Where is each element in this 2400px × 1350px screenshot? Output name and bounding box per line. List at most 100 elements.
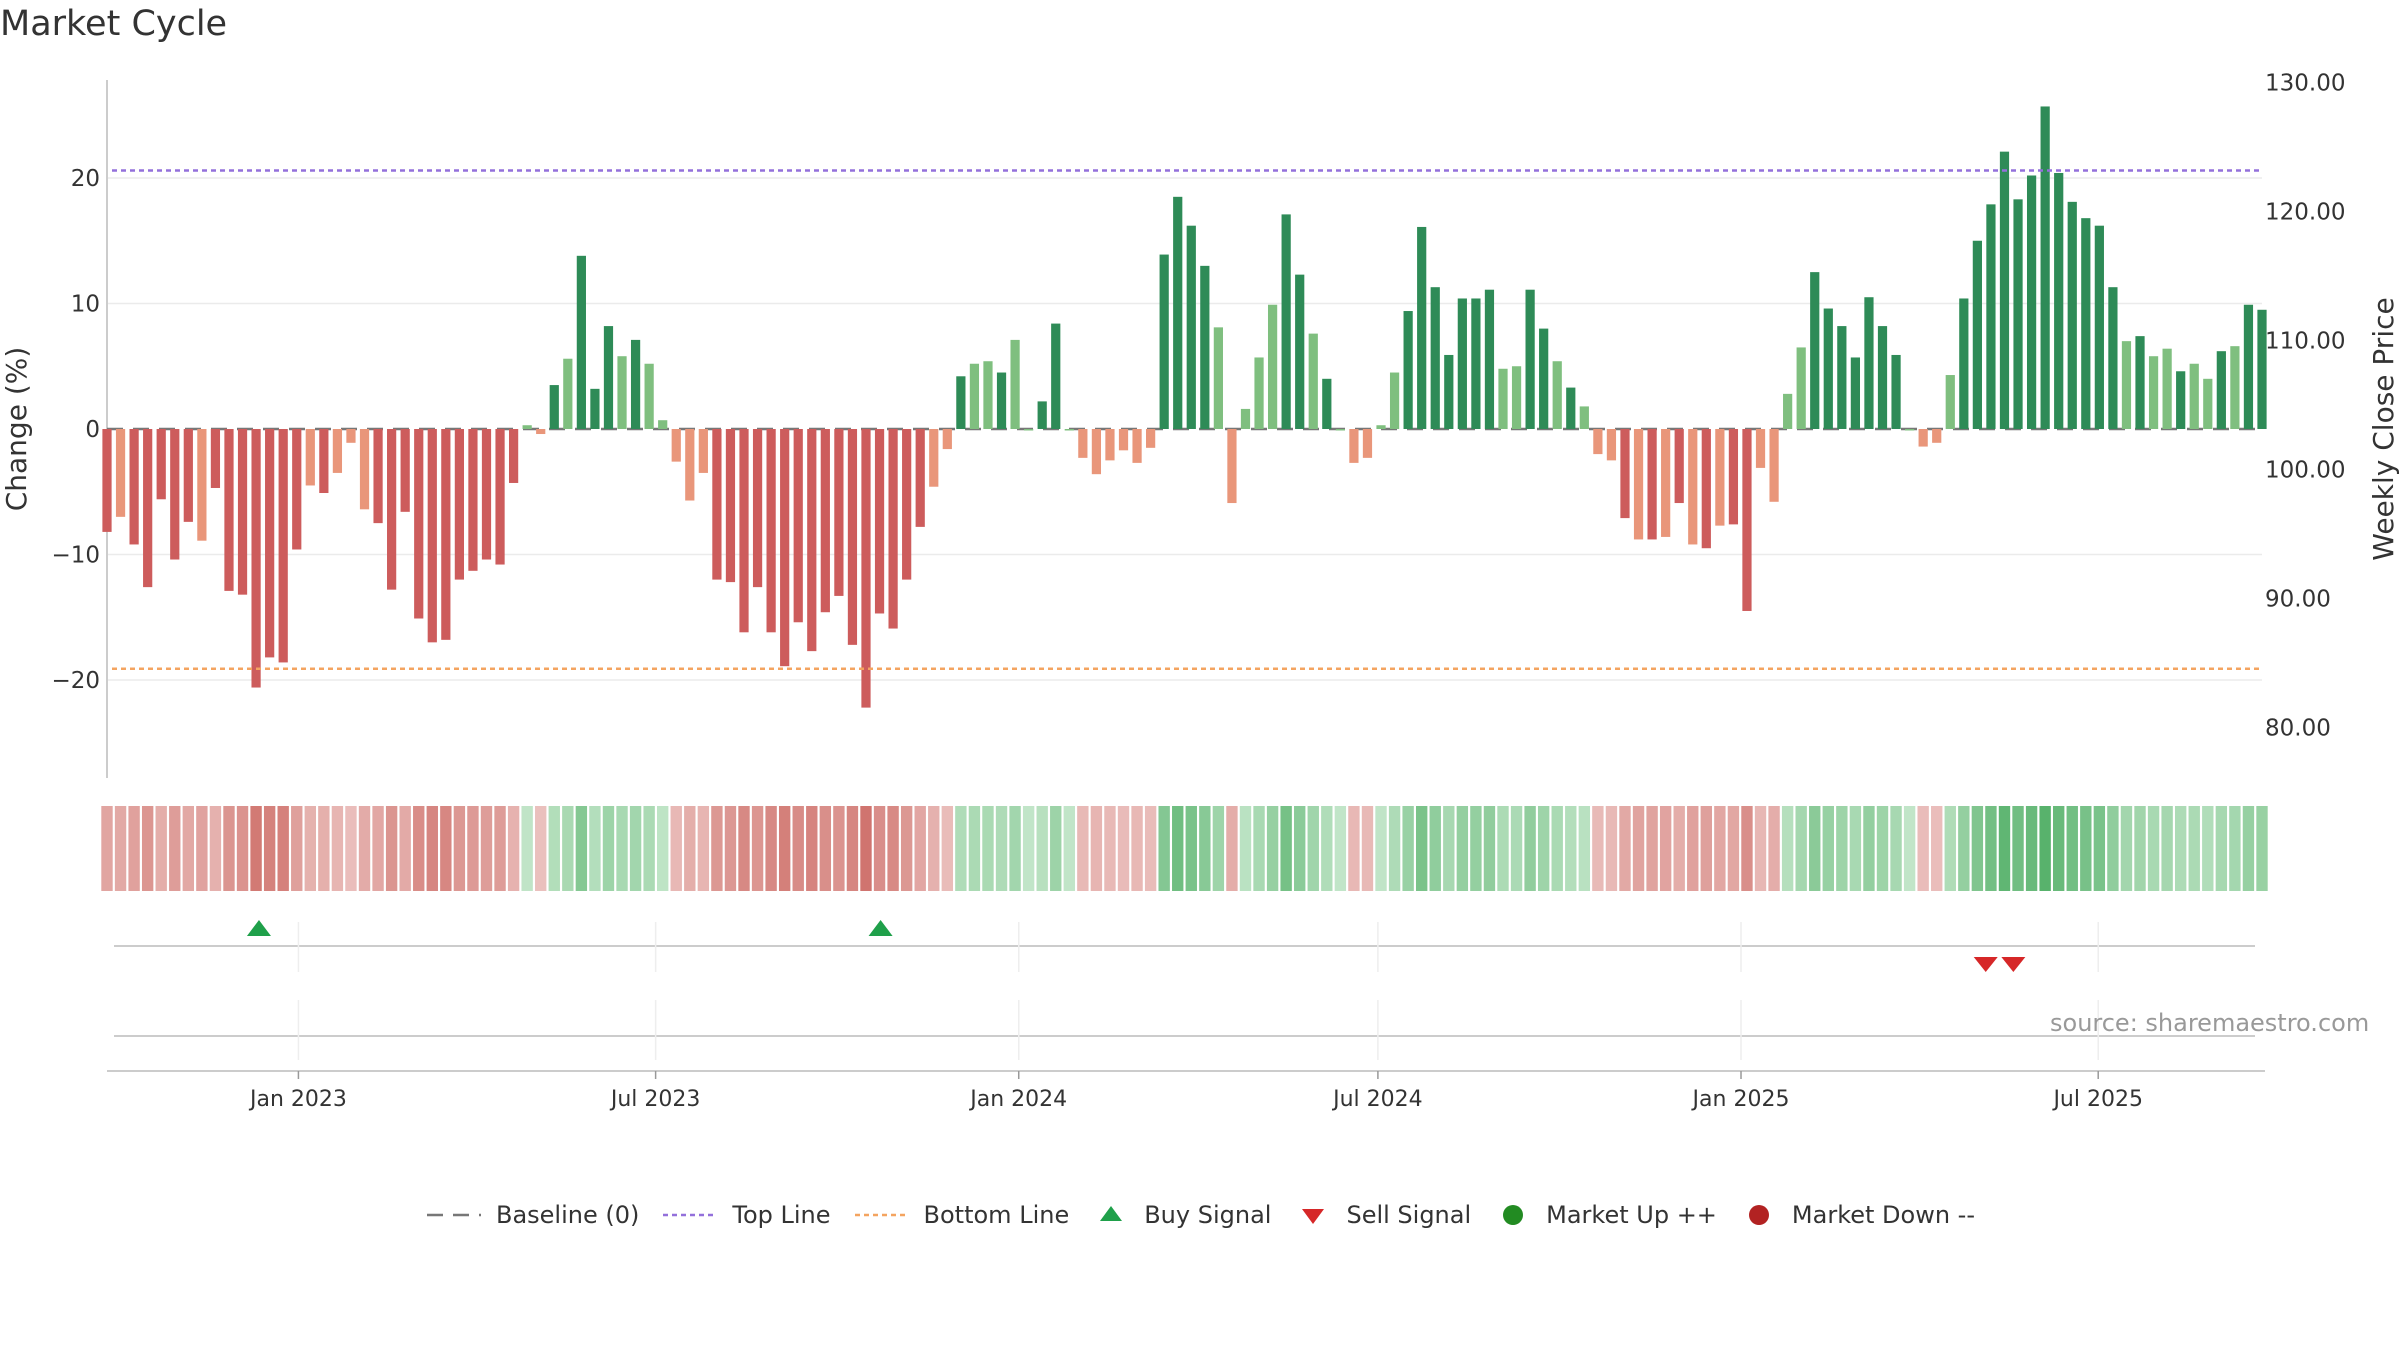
heat-cell <box>2025 806 2038 891</box>
y-tick-label-right: 110.00 <box>2265 329 2345 355</box>
bar <box>1932 429 1942 443</box>
bar <box>915 429 925 527</box>
bar <box>427 429 437 643</box>
heat-cell <box>1321 806 1333 891</box>
heat-cell <box>277 806 289 891</box>
bar <box>224 429 234 591</box>
bar <box>658 420 668 429</box>
heat-cell <box>521 806 533 891</box>
y-tick-label-left: −20 <box>51 668 100 694</box>
bar <box>996 372 1007 429</box>
heat-cell <box>467 806 479 891</box>
bar <box>414 429 424 619</box>
bar <box>1674 429 1684 504</box>
legend-label-top-line: Top Line <box>732 1201 831 1229</box>
bar <box>1647 429 1657 540</box>
bar <box>861 429 871 708</box>
bar <box>956 376 966 429</box>
heat-cell <box>1673 806 1685 891</box>
bar <box>1037 401 1047 429</box>
heat-cell <box>2120 806 2133 891</box>
bar <box>1891 354 1901 429</box>
bar <box>1227 429 1237 504</box>
bar <box>1200 265 1210 429</box>
heat-cell <box>1104 806 1116 891</box>
heat-cell <box>236 806 249 891</box>
bar <box>1755 429 1766 468</box>
heat-cell <box>1456 806 1469 891</box>
bar <box>359 429 370 510</box>
bar <box>278 429 288 663</box>
bar <box>617 356 627 429</box>
bar <box>2094 225 2104 429</box>
bar <box>2203 378 2213 429</box>
heat-cell <box>318 806 330 891</box>
heat-cell <box>535 806 547 891</box>
heat-cell <box>1619 806 1631 891</box>
heat-cell <box>2229 806 2241 891</box>
heat-cell <box>2066 806 2078 891</box>
bar <box>1389 372 1400 429</box>
bar <box>2054 172 2064 430</box>
heat-cell <box>1361 806 1374 891</box>
bar <box>590 388 600 429</box>
x-tick-label: Jan 2024 <box>968 1087 1067 1112</box>
bar <box>1959 298 1969 429</box>
heat-cell <box>792 806 804 891</box>
bar <box>1688 429 1698 545</box>
legend-item-market-down: Market Down -- <box>1739 1201 1975 1229</box>
chart-legend: Baseline (0) Top Line Bottom Line Buy Si… <box>0 1201 2400 1229</box>
bar <box>2067 201 2077 429</box>
heat-cell <box>670 806 682 891</box>
heat-cell <box>1334 806 1347 891</box>
heat-cell <box>1659 806 1672 891</box>
bar <box>549 385 559 429</box>
bar <box>983 361 993 429</box>
bar <box>1633 429 1644 540</box>
x-tick-label: Jul 2025 <box>2051 1087 2143 1112</box>
legend-label-buy-signal: Buy Signal <box>1144 1201 1272 1229</box>
bar <box>2176 371 2186 429</box>
bar <box>305 429 315 486</box>
bar <box>888 429 898 629</box>
bar <box>1213 327 1223 429</box>
heat-cell <box>1985 806 1997 891</box>
y-tick-label-right: 80.00 <box>2265 716 2331 742</box>
bar <box>820 429 830 613</box>
y-tick-label-left: 20 <box>71 166 100 192</box>
heat-cell <box>1903 806 1916 891</box>
heat-cell <box>1077 806 1089 891</box>
bar <box>902 429 912 580</box>
bar <box>2135 336 2145 429</box>
bar <box>780 429 790 667</box>
heat-cell <box>819 806 832 891</box>
heat-cell <box>1239 806 1252 891</box>
bar <box>1430 287 1440 429</box>
bar <box>2230 346 2240 429</box>
bar <box>563 358 573 429</box>
heat-cell <box>873 806 886 891</box>
bar <box>495 429 505 565</box>
bar <box>2243 304 2254 429</box>
heat-cell <box>1836 806 1848 891</box>
bar <box>1620 429 1630 519</box>
heat-cell <box>1781 806 1794 891</box>
heat-cell <box>2256 806 2268 891</box>
heat-cell <box>1307 806 1319 891</box>
heat-cell <box>724 806 737 891</box>
bar <box>1837 326 1847 429</box>
bar <box>1810 272 1820 429</box>
bar <box>1471 298 1481 429</box>
heat-cell <box>223 806 235 891</box>
bar <box>1078 429 1088 458</box>
bar <box>1118 429 1129 451</box>
bar <box>1552 361 1562 429</box>
bar <box>725 429 736 583</box>
bar <box>1281 214 1291 429</box>
bar <box>319 429 329 494</box>
bar <box>1796 347 1806 429</box>
heat-cell <box>1632 806 1645 891</box>
bar <box>1146 429 1156 448</box>
bar <box>1159 254 1169 429</box>
heat-cell <box>426 806 438 891</box>
